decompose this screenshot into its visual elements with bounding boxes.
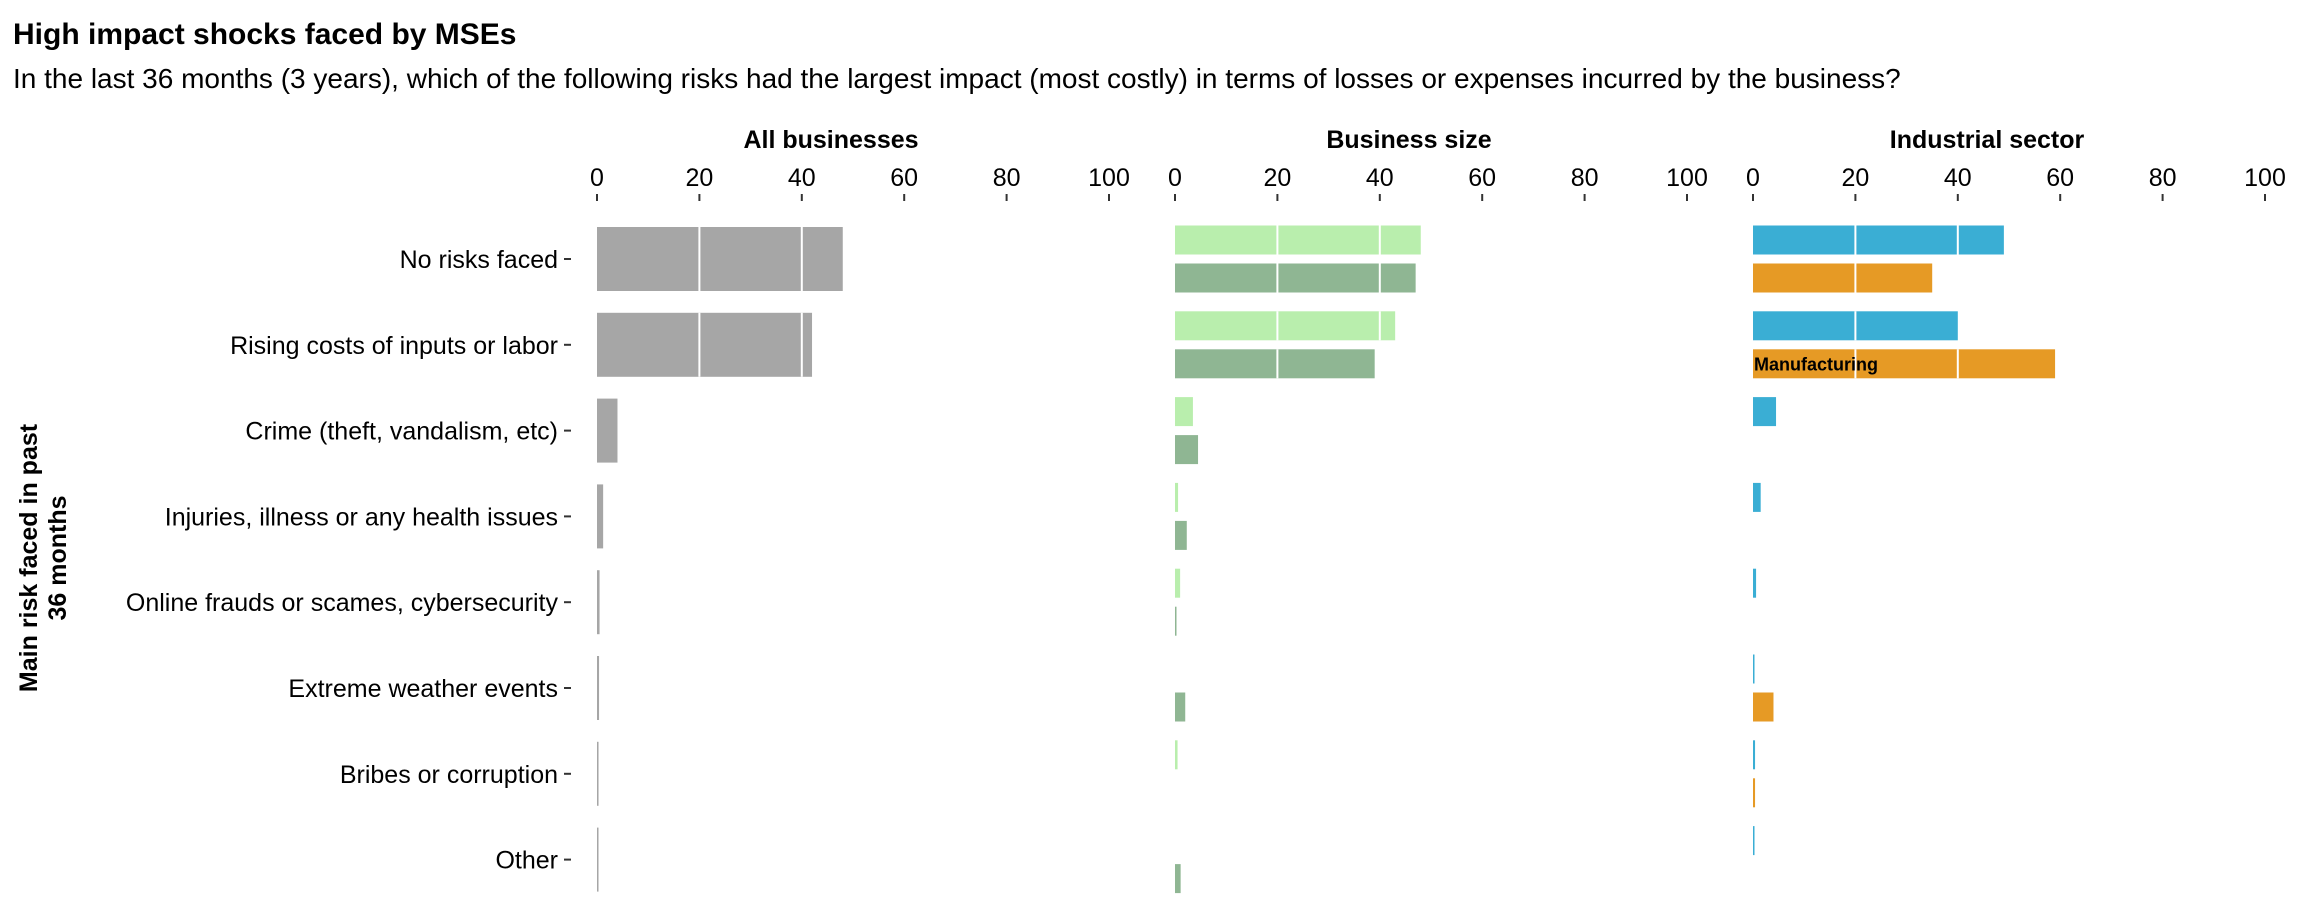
bar-industrial-sector-s1-rising-costs-of-inputs-or-labor bbox=[1753, 349, 2056, 379]
x-tick-label: 40 bbox=[1944, 164, 1972, 192]
series-annotation-manufacturing: Manufacturing bbox=[1754, 354, 1878, 374]
panel-title-business-size: Business size bbox=[1326, 126, 1491, 154]
bar-all-businesses-s0-injuries-illness-or-any-health-issues bbox=[597, 484, 604, 549]
bar-business-size-s1-injuries-illness-or-any-health-issues bbox=[1175, 520, 1187, 550]
x-tick-label: 0 bbox=[1746, 164, 1760, 192]
bar-business-size-s0-no-risks-faced bbox=[1175, 225, 1421, 255]
bar-all-businesses-s0-online-frauds-or-scames-cybersecurity bbox=[597, 570, 600, 635]
category-label-crime-theft-vandalism-etc: Crime (theft, vandalism, etc) bbox=[245, 418, 558, 446]
x-tick-label: 80 bbox=[993, 164, 1021, 192]
x-tick-label: 80 bbox=[2149, 164, 2177, 192]
bar-business-size-s0-injuries-illness-or-any-health-issues bbox=[1175, 482, 1179, 512]
bar-all-businesses-s0-bribes-or-corruption bbox=[597, 741, 599, 806]
category-label-rising-costs-of-inputs-or-labor: Rising costs of inputs or labor bbox=[230, 332, 558, 360]
chart-subtitle: In the last 36 months (3 years), which o… bbox=[13, 63, 1901, 94]
bar-industrial-sector-s0-crime-theft-vandalism-etc bbox=[1753, 397, 1777, 427]
category-label-other: Other bbox=[495, 847, 558, 875]
x-tick-label: 20 bbox=[1263, 164, 1291, 192]
bar-business-size-s1-online-frauds-or-scames-cybersecurity bbox=[1175, 606, 1177, 636]
x-tick-label: 60 bbox=[2046, 164, 2074, 192]
bar-business-size-s0-rising-costs-of-inputs-or-labor bbox=[1175, 311, 1396, 341]
chart-title: High impact shocks faced by MSEs bbox=[13, 18, 517, 51]
bar-business-size-s0-crime-theft-vandalism-etc bbox=[1175, 397, 1193, 427]
x-tick-label: 60 bbox=[1468, 164, 1496, 192]
bar-industrial-sector-s1-bribes-or-corruption bbox=[1753, 778, 1756, 808]
bar-industrial-sector-s1-no-risks-faced bbox=[1753, 263, 1933, 293]
x-tick-label: 20 bbox=[1841, 164, 1869, 192]
x-tick-label: 40 bbox=[1366, 164, 1394, 192]
panel-title-all-businesses: All businesses bbox=[743, 126, 918, 154]
category-label-online-frauds-or-scames-cybersecurity: Online frauds or scames, cybersecurity bbox=[126, 589, 559, 617]
bar-business-size-s0-online-frauds-or-scames-cybersecurity bbox=[1175, 568, 1181, 598]
x-tick-label: 100 bbox=[2244, 164, 2286, 192]
y-axis-title: Main risk faced in past36 months bbox=[15, 423, 72, 692]
x-tick-label: 0 bbox=[1168, 164, 1182, 192]
y-axis-title-line: 36 months bbox=[44, 495, 72, 620]
category-label-no-risks-faced: No risks faced bbox=[400, 246, 558, 274]
bar-business-size-s1-no-risks-faced bbox=[1175, 263, 1416, 293]
category-label-injuries-illness-or-any-health-issues: Injuries, illness or any health issues bbox=[165, 503, 558, 531]
x-tick-label: 80 bbox=[1571, 164, 1599, 192]
bar-industrial-sector-s0-no-risks-faced bbox=[1753, 225, 2004, 255]
bar-industrial-sector-s1-extreme-weather-events bbox=[1753, 692, 1774, 722]
bar-all-businesses-s0-other bbox=[597, 827, 599, 892]
panel-title-industrial-sector: Industrial sector bbox=[1890, 126, 2085, 154]
bar-all-businesses-s0-no-risks-faced bbox=[597, 227, 843, 291]
bar-business-size-s1-other bbox=[1175, 864, 1181, 894]
category-label-extreme-weather-events: Extreme weather events bbox=[288, 675, 558, 703]
bar-all-businesses-s0-crime-theft-vandalism-etc bbox=[597, 398, 618, 463]
bar-business-size-s1-crime-theft-vandalism-etc bbox=[1175, 435, 1199, 465]
bar-all-businesses-s0-rising-costs-of-inputs-or-labor bbox=[597, 312, 813, 377]
bar-industrial-sector-s0-extreme-weather-events bbox=[1753, 654, 1755, 684]
y-axis-title-line: Main risk faced in past bbox=[15, 423, 43, 692]
x-tick-label: 0 bbox=[590, 164, 604, 192]
category-label-bribes-or-corruption: Bribes or corruption bbox=[340, 761, 558, 789]
x-tick-label: 40 bbox=[788, 164, 816, 192]
x-tick-label: 100 bbox=[1088, 164, 1130, 192]
bar-industrial-sector-s0-injuries-illness-or-any-health-issues bbox=[1753, 482, 1761, 512]
bar-industrial-sector-s0-online-frauds-or-scames-cybersecurity bbox=[1753, 568, 1757, 598]
bar-business-size-s1-rising-costs-of-inputs-or-labor bbox=[1175, 349, 1375, 379]
x-tick-label: 20 bbox=[685, 164, 713, 192]
bar-business-size-s1-extreme-weather-events bbox=[1175, 692, 1186, 722]
bar-industrial-sector-s0-bribes-or-corruption bbox=[1753, 740, 1756, 770]
x-tick-label: 60 bbox=[890, 164, 918, 192]
bar-industrial-sector-s0-other bbox=[1753, 826, 1755, 856]
bar-business-size-s0-bribes-or-corruption bbox=[1175, 740, 1178, 770]
x-tick-label: 100 bbox=[1666, 164, 1708, 192]
bar-all-businesses-s0-extreme-weather-events bbox=[597, 656, 600, 720]
